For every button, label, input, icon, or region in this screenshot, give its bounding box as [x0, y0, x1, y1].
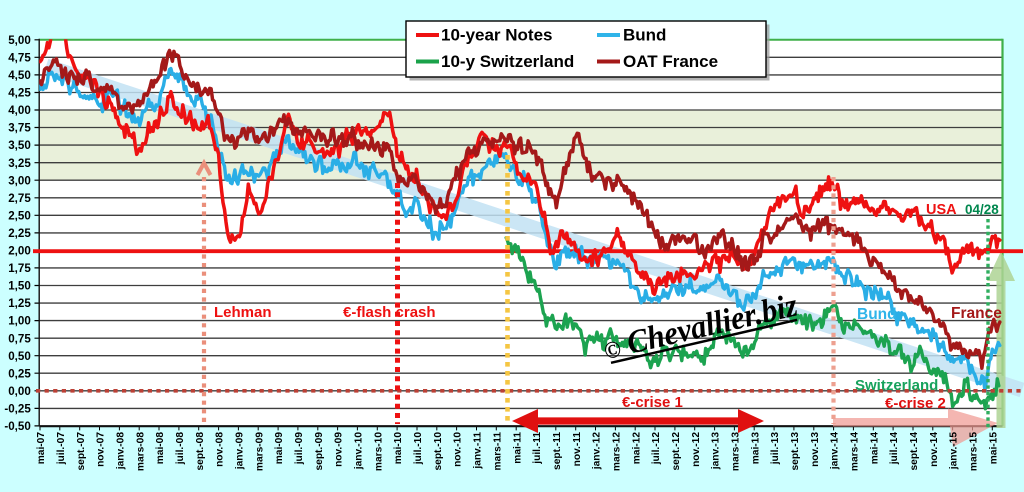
svg-text:nov.-14: nov.-14 — [929, 432, 940, 467]
svg-text:3,00: 3,00 — [8, 174, 31, 187]
svg-text:sept.-08: sept.-08 — [195, 432, 206, 471]
svg-text:Lehman: Lehman — [214, 304, 272, 321]
svg-text:4,75: 4,75 — [8, 51, 31, 64]
svg-text:USA: USA — [926, 202, 957, 218]
svg-text:France: France — [951, 305, 1002, 322]
svg-text:mai-15: mai-15 — [988, 432, 999, 465]
svg-text:sept.-13: sept.-13 — [790, 432, 801, 471]
svg-text:sept.-10: sept.-10 — [433, 432, 444, 471]
svg-text:2,75: 2,75 — [8, 192, 31, 205]
svg-text:4,25: 4,25 — [8, 87, 31, 100]
svg-text:5,00: 5,00 — [8, 34, 31, 47]
svg-text:nov.-11: nov.-11 — [572, 432, 583, 467]
svg-text:janv.-15: janv.-15 — [949, 432, 960, 471]
svg-text:janv.-14: janv.-14 — [830, 432, 841, 471]
svg-text:Bund: Bund — [857, 306, 897, 323]
svg-text:1,00: 1,00 — [8, 315, 31, 328]
svg-text:mai-07: mai-07 — [36, 432, 47, 465]
svg-text:juil.-11: juil.-11 — [532, 432, 543, 465]
svg-text:3,25: 3,25 — [8, 157, 31, 170]
svg-text:0,00: 0,00 — [8, 385, 31, 398]
svg-text:4,50: 4,50 — [8, 69, 31, 82]
svg-text:mars-11: mars-11 — [492, 432, 503, 471]
svg-text:0,50: 0,50 — [8, 350, 31, 363]
svg-text:janv.-13: janv.-13 — [711, 432, 722, 471]
svg-text:OAT France: OAT France — [623, 52, 718, 71]
svg-text:2,00: 2,00 — [8, 245, 31, 258]
svg-text:nov.-07: nov.-07 — [96, 432, 107, 467]
svg-text:2,25: 2,25 — [8, 227, 31, 240]
svg-text:juil.-09: juil.-09 — [294, 432, 305, 466]
svg-text:janv.-09: janv.-09 — [235, 432, 246, 471]
svg-text:mars-15: mars-15 — [969, 432, 980, 471]
svg-text:3,50: 3,50 — [8, 139, 31, 152]
svg-text:janv.-10: janv.-10 — [354, 432, 365, 471]
svg-text:1,50: 1,50 — [8, 280, 31, 293]
svg-text:10-year Notes: 10-year Notes — [441, 26, 553, 45]
svg-text:-0,25: -0,25 — [4, 403, 31, 416]
svg-text:sept.-11: sept.-11 — [552, 432, 563, 470]
svg-text:juil.-08: juil.-08 — [175, 432, 186, 466]
svg-text:mai-13: mai-13 — [750, 432, 761, 465]
svg-text:Switzerland: Switzerland — [855, 377, 938, 394]
svg-text:1,25: 1,25 — [8, 297, 31, 310]
svg-text:mai-08: mai-08 — [155, 432, 166, 465]
svg-text:janv.-12: janv.-12 — [592, 432, 603, 471]
svg-text:mars-12: mars-12 — [612, 432, 623, 471]
svg-text:Bund: Bund — [623, 26, 666, 45]
svg-text:mars-14: mars-14 — [850, 432, 861, 471]
svg-text:mars-09: mars-09 — [254, 432, 265, 471]
svg-text:mai-12: mai-12 — [631, 432, 642, 465]
svg-text:mars-10: mars-10 — [373, 432, 384, 471]
svg-text:0,25: 0,25 — [8, 367, 31, 380]
svg-text:-0,50: -0,50 — [4, 420, 30, 433]
svg-text:sept.-14: sept.-14 — [909, 432, 920, 471]
svg-text:sept.-12: sept.-12 — [671, 432, 682, 471]
svg-text:nov.-09: nov.-09 — [334, 432, 345, 467]
svg-text:juil.-12: juil.-12 — [651, 432, 662, 466]
svg-text:0,75: 0,75 — [8, 332, 31, 345]
svg-text:mai-09: mai-09 — [274, 432, 285, 465]
svg-text:janv.-08: janv.-08 — [116, 432, 127, 471]
svg-text:juil.-07: juil.-07 — [56, 432, 67, 466]
svg-text:juil.-10: juil.-10 — [413, 432, 424, 466]
svg-text:10-y Switzerland: 10-y Switzerland — [441, 52, 574, 71]
svg-text:€-crise 1: €-crise 1 — [622, 394, 683, 411]
svg-text:nov.-08: nov.-08 — [215, 432, 226, 467]
svg-text:mai-14: mai-14 — [869, 432, 880, 465]
svg-text:3,75: 3,75 — [8, 122, 31, 135]
svg-text:€-flash crash: €-flash crash — [343, 304, 436, 321]
svg-text:nov.-12: nov.-12 — [691, 432, 702, 467]
svg-text:mars-13: mars-13 — [731, 432, 742, 471]
svg-text:mars-08: mars-08 — [135, 432, 146, 471]
svg-text:€-crise 2: €-crise 2 — [885, 395, 946, 412]
svg-text:sept.-07: sept.-07 — [76, 432, 87, 471]
svg-text:mai-10: mai-10 — [393, 432, 404, 465]
svg-text:2,50: 2,50 — [8, 209, 31, 222]
svg-text:mai-11: mai-11 — [512, 432, 523, 464]
svg-text:juil.-14: juil.-14 — [889, 432, 900, 466]
svg-text:sept.-09: sept.-09 — [314, 432, 325, 471]
svg-text:juil.-13: juil.-13 — [770, 432, 781, 466]
svg-text:nov.-13: nov.-13 — [810, 432, 821, 467]
svg-text:04/28: 04/28 — [965, 202, 999, 217]
svg-text:nov.-10: nov.-10 — [453, 432, 464, 467]
svg-text:4,00: 4,00 — [8, 104, 31, 117]
svg-text:janv.-11: janv.-11 — [473, 432, 484, 470]
svg-text:1,75: 1,75 — [8, 262, 31, 275]
